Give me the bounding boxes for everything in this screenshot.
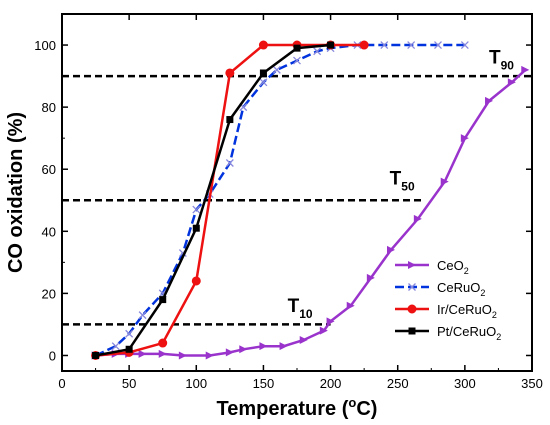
x-axis-title: Temperature (oC): [217, 395, 378, 420]
legend: CeO2 CeRuO2 Ir/CeRuO2 Pt/CeRuO2: [395, 258, 501, 342]
series-line: [95, 43, 465, 357]
data-point-cross: [125, 329, 134, 338]
annotation-t50: T50: [390, 169, 415, 194]
legend-label: CeO2: [437, 258, 469, 276]
x-tick-label: 150: [253, 376, 275, 391]
x-tick-label: 100: [185, 376, 207, 391]
x-tick-label: 300: [454, 376, 476, 391]
y-tick-label: 40: [42, 224, 56, 239]
y-tick-label: 100: [34, 38, 56, 53]
x-tick-label: 50: [122, 376, 136, 391]
annotation-t90: T90: [489, 48, 514, 73]
y-tick-label: 20: [42, 286, 56, 301]
data-point-triangle: [387, 245, 395, 254]
data-point-cross: [407, 41, 416, 50]
data-point-square: [259, 69, 267, 77]
data-point-circle: [359, 40, 369, 50]
data-point-triangle: [460, 134, 469, 143]
y-tick-label: 80: [42, 100, 56, 115]
data-point-cross: [225, 159, 234, 167]
data-point-triangle: [259, 342, 268, 351]
data-point-cross: [460, 41, 469, 50]
data-point-square: [226, 116, 234, 124]
legend-item: Pt/CeRuO2: [395, 324, 501, 342]
data-point-triangle: [440, 177, 449, 186]
data-point-circle: [407, 304, 417, 314]
data-point-cross: [192, 205, 201, 214]
data-point-cross: [313, 47, 322, 56]
data-point-triangle: [138, 349, 147, 358]
data-point-cross: [408, 283, 416, 291]
data-point-circle: [158, 338, 168, 348]
data-point-square: [159, 296, 167, 304]
data-point-circle: [191, 276, 201, 286]
data-point-triangle: [299, 335, 308, 344]
x-tick-label: 350: [521, 376, 543, 391]
data-point-triangle: [346, 301, 355, 310]
legend-item: CeO2: [395, 258, 469, 276]
data-point-triangle: [319, 326, 328, 335]
series-group: [91, 40, 530, 360]
series-line: [95, 43, 331, 357]
data-point-triangle: [366, 273, 375, 282]
data-point-square: [293, 44, 301, 52]
legend-label: CeRuO2: [437, 280, 485, 298]
data-point-cross: [272, 65, 281, 74]
legend-label: Pt/CeRuO2: [437, 324, 501, 342]
data-point-triangle: [507, 78, 516, 87]
data-point-square: [408, 327, 416, 335]
data-point-triangle: [408, 261, 416, 269]
data-point-square: [92, 351, 100, 359]
data-point-triangle: [485, 96, 494, 105]
x-tick-label: 250: [387, 376, 409, 391]
data-point-triangle: [413, 214, 422, 223]
data-point-triangle: [239, 345, 248, 354]
y-axis-title: CO oxidation (%): [5, 112, 27, 273]
data-point-circle: [258, 40, 268, 50]
legend-label: Ir/CeRuO2: [437, 302, 497, 320]
data-point-cross: [380, 41, 389, 50]
data-point-square: [192, 224, 200, 232]
reference-lines: [62, 74, 532, 326]
data-point-triangle: [205, 351, 214, 360]
data-point-triangle: [158, 349, 167, 358]
x-tick-label: 200: [320, 376, 342, 391]
data-point-triangle: [178, 351, 187, 360]
data-point-circle: [225, 68, 235, 78]
x-tick-label: 0: [58, 376, 65, 391]
threshold-annotations: T90 T50 T10: [288, 48, 515, 321]
data-point-cross: [138, 311, 147, 320]
data-point-cross: [434, 41, 442, 50]
data-point-cross: [293, 56, 301, 65]
data-point-triangle: [521, 65, 530, 74]
data-point-triangle: [326, 317, 335, 326]
plot-area-frame: [61, 13, 533, 372]
data-point-square: [327, 41, 335, 49]
legend-item: Ir/CeRuO2: [395, 302, 497, 320]
data-point-cross: [259, 78, 268, 87]
data-point-square: [125, 345, 133, 353]
series-pt-ceruo2: [92, 41, 335, 359]
data-point-cross: [111, 342, 120, 351]
y-tick-label: 0: [49, 348, 56, 363]
series-ceruo2: [91, 41, 469, 360]
data-point-triangle: [225, 348, 234, 357]
legend-item: CeRuO2: [395, 280, 485, 298]
annotation-t10: T10: [288, 296, 313, 321]
y-tick-label: 60: [42, 162, 56, 177]
data-point-triangle: [279, 342, 288, 351]
